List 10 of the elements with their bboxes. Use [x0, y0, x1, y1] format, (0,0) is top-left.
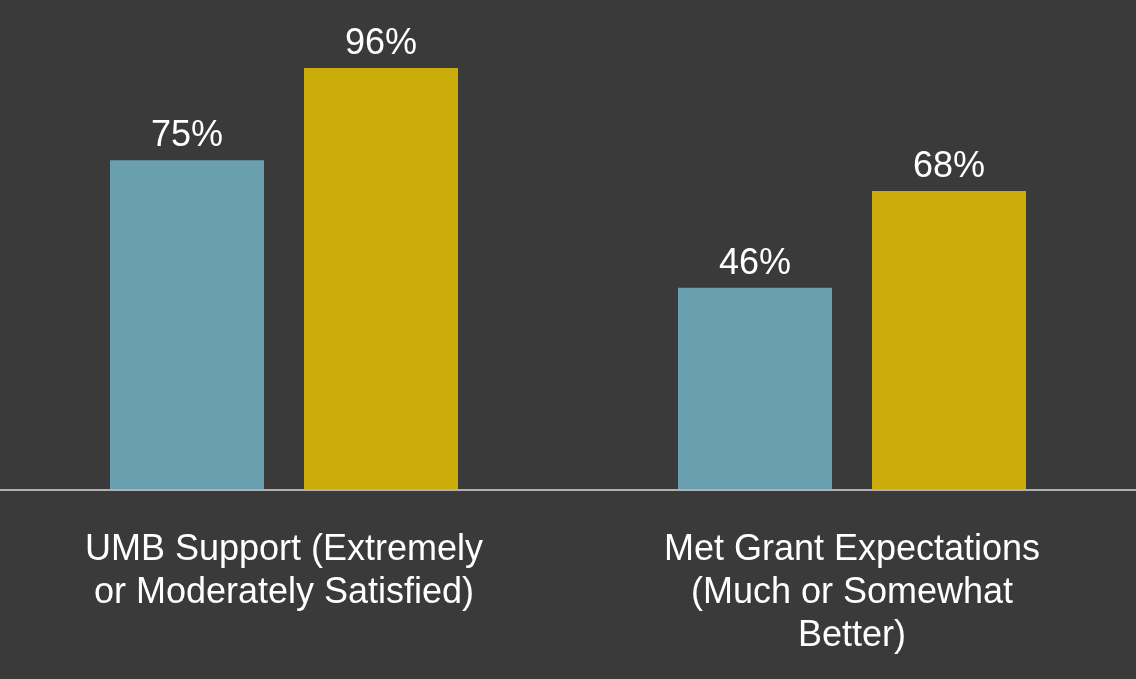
bar	[678, 287, 832, 490]
bar	[110, 160, 264, 490]
data-label: 68%	[912, 144, 986, 186]
x-tick-label: Met Grant Expectations (Much or Somewhat Better)	[663, 527, 1041, 654]
data-label: 75%	[150, 113, 224, 155]
data-label: 46%	[718, 240, 792, 282]
bar	[872, 191, 1026, 490]
x-tick-label: UMB Support (Extremely or Moderately Satisfied)	[84, 527, 484, 611]
bar	[304, 68, 458, 490]
data-label: 96%	[344, 21, 418, 62]
